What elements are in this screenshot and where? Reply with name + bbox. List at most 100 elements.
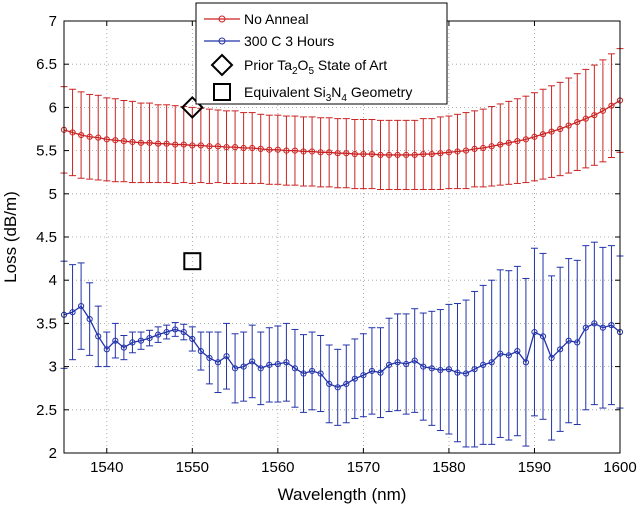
legend-marker [213,83,231,101]
data-point [154,140,162,147]
data-point [462,370,470,377]
legend-box [195,2,448,105]
data-point [120,137,127,145]
data-point [351,150,358,158]
y-axis-label: Loss (dB/m) [1,191,20,283]
data-point [274,360,281,368]
data-point [574,339,581,346]
series-3 [183,252,202,271]
data-point [69,309,76,316]
data-point [599,324,606,331]
data-point [206,354,213,362]
data-point [154,331,162,338]
data-point [608,322,615,329]
legend-label: No Anneal [244,11,309,27]
data-point [454,369,461,376]
data-point [368,367,376,375]
legend: No Anneal 300 C 3 Hours Prior Ta2O5 State … [195,2,448,105]
data-point [69,129,76,136]
x-tick-label: 1570 [347,459,380,476]
data-point [548,354,555,362]
data-point [565,122,572,129]
legend-marker [218,15,226,23]
y-tick-label: 5 [49,186,57,203]
data-point [565,337,572,344]
data-point [385,361,393,368]
data-point [514,347,521,355]
data-point [462,147,470,154]
data-point [334,150,341,157]
data-point [112,137,119,144]
data-point [163,328,170,336]
data-point [300,148,307,155]
data-point [189,142,196,149]
data-point [95,333,102,340]
y-tick-label: 6.5 [36,56,57,73]
data-point [428,150,435,158]
legend-item: No Anneal [204,11,309,27]
data-point [360,150,367,158]
data-point [522,136,530,143]
data-point [266,146,273,153]
data-point [129,339,136,346]
data-point [146,139,153,146]
data-point [214,359,222,366]
data-point [505,352,512,359]
data-point [257,145,264,152]
y-tick-label: 3.5 [36,315,57,332]
data-point [582,324,589,331]
data-point [488,143,495,150]
data-point [454,148,461,155]
data-point [539,131,547,138]
data-point [411,357,418,364]
data-point [377,151,384,159]
data-point [291,147,299,154]
data-point [497,141,504,148]
y-tick-label: 5.5 [36,143,57,160]
data-point [334,384,341,391]
data-point [326,149,333,156]
data-point [557,346,564,353]
series-1 [60,241,624,448]
x-tick-label: 1540 [90,459,123,476]
data-point [214,143,222,150]
legend-label: Equivalent Si3N4 Geometry [244,84,412,104]
data-point [163,140,170,147]
data-point [120,344,127,351]
legend-item: Equivalent Si3N4 Geometry [213,83,412,104]
y-tick-label: 7 [49,13,57,30]
data-point [257,365,264,372]
x-axis-ticks: 1540 1550 1560 1570 1580 1590 1600 [90,21,637,476]
data-point [223,144,230,151]
data-point [394,359,401,366]
data-point [308,148,316,155]
data-point [317,370,324,377]
data-point [522,359,530,366]
data-point [146,334,153,342]
data-point [172,326,179,333]
data-point [471,145,478,152]
data-point [437,150,444,157]
data-point [231,144,239,151]
data-point [531,328,538,336]
data-point [599,107,606,114]
y-tick-label: 4.5 [36,229,57,246]
data-point [445,149,453,156]
data-point [377,369,384,376]
data-point [420,363,427,370]
y-tick-label: 4 [49,272,57,289]
data-point [360,372,367,379]
legend-label: Prior Ta2O5 State of Art [244,57,387,77]
legend-item: 300 C 3 Hours [204,33,334,49]
data-point [206,143,213,150]
data-point [317,149,324,156]
data-point [608,102,615,109]
data-point [197,347,204,355]
data-point [240,144,247,152]
data-point [86,133,93,140]
data-point [112,337,119,344]
data-point [591,112,598,119]
y-tick-label: 3 [49,359,57,376]
data-point [95,134,102,141]
